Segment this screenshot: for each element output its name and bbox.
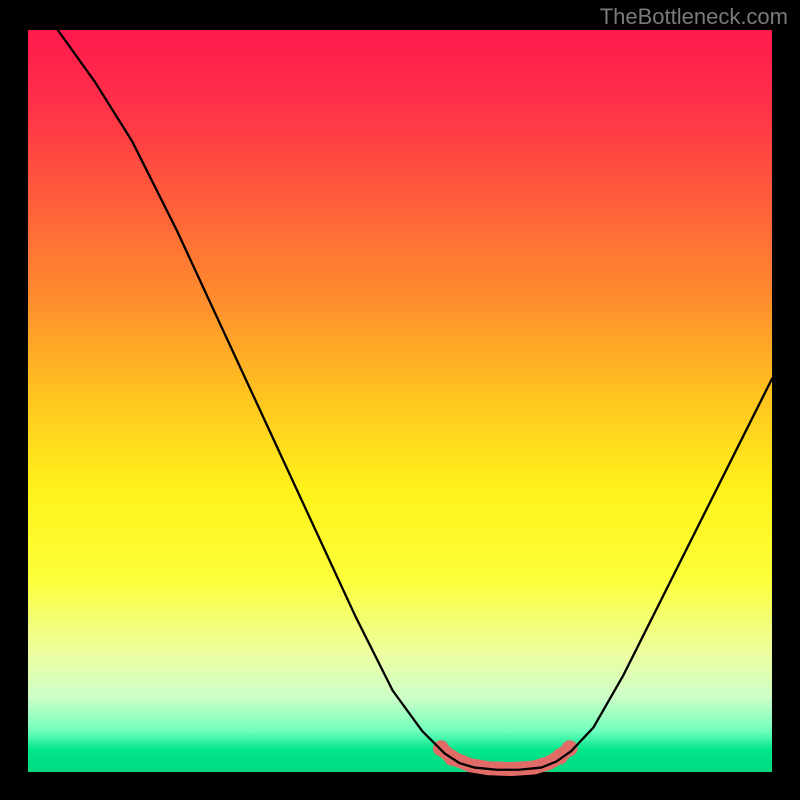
watermark-text: TheBottleneck.com <box>600 4 788 30</box>
plot-background-gradient <box>28 30 772 772</box>
bottleneck-chart <box>0 0 800 800</box>
